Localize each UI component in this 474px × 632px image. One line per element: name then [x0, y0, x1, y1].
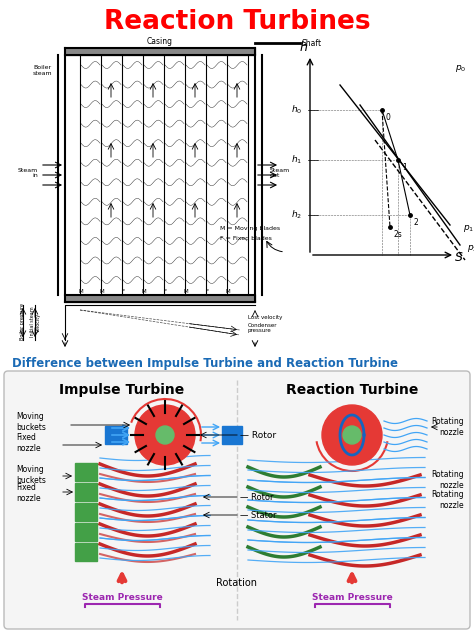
Text: F: F: [205, 289, 209, 294]
Text: Lost velocity: Lost velocity: [248, 315, 283, 320]
Text: M: M: [226, 289, 230, 294]
Text: Casing: Casing: [147, 37, 173, 47]
Text: $h_0$: $h_0$: [291, 104, 302, 116]
Text: 2s: 2s: [394, 230, 403, 239]
Text: F: F: [164, 289, 166, 294]
Circle shape: [322, 405, 382, 465]
Circle shape: [343, 426, 361, 444]
Bar: [75, 523, 97, 541]
Text: Reaction Turbines: Reaction Turbines: [104, 9, 370, 35]
Text: Moving
buckets: Moving buckets: [16, 412, 46, 432]
Text: Boiler pressure: Boiler pressure: [20, 303, 26, 341]
Text: 2: 2: [414, 218, 419, 227]
Text: 1: 1: [402, 163, 407, 172]
Bar: [65, 295, 255, 302]
Text: Condenser
pressure: Condenser pressure: [248, 322, 277, 334]
Text: Moving
buckets: Moving buckets: [16, 465, 46, 485]
Text: 0: 0: [386, 113, 391, 122]
Text: Impulse Turbine: Impulse Turbine: [59, 383, 185, 397]
Text: M = Moving blades: M = Moving blades: [220, 226, 280, 231]
Text: Reaction Turbine: Reaction Turbine: [286, 383, 418, 397]
Text: h: h: [300, 41, 308, 54]
Text: Steam Pressure: Steam Pressure: [82, 593, 163, 602]
Text: Rotating
nozzle: Rotating nozzle: [431, 417, 464, 437]
Text: — Rotor: — Rotor: [240, 492, 273, 502]
Text: Rotation: Rotation: [217, 578, 257, 588]
Text: S: S: [455, 251, 463, 264]
Text: Steam
in: Steam in: [18, 167, 38, 178]
Text: — Rotor: — Rotor: [240, 430, 276, 439]
Text: M: M: [79, 289, 83, 294]
Circle shape: [156, 426, 174, 444]
Bar: [75, 483, 97, 501]
Text: Steam
out: Steam out: [270, 167, 290, 178]
Bar: [75, 543, 97, 561]
Bar: [222, 426, 242, 444]
Bar: [75, 463, 97, 481]
Text: Rotating
nozzle: Rotating nozzle: [431, 490, 464, 509]
Bar: [65, 48, 255, 55]
Text: $p_2$: $p_2$: [467, 243, 474, 254]
Text: M: M: [142, 289, 146, 294]
Circle shape: [135, 405, 195, 465]
Text: $h_2$: $h_2$: [291, 209, 302, 221]
Bar: [105, 426, 127, 444]
Text: Fixed
nozzle: Fixed nozzle: [16, 434, 41, 453]
Text: Boiler
steam: Boiler steam: [32, 65, 52, 76]
Text: Steam Pressure: Steam Pressure: [311, 593, 392, 602]
Text: Rotating
nozzle: Rotating nozzle: [431, 470, 464, 490]
Text: Fixed
nozzle: Fixed nozzle: [16, 483, 41, 502]
Text: Difference between Impulse Turbine and Reaction Turbine: Difference between Impulse Turbine and R…: [12, 358, 398, 370]
Text: $h_1$: $h_1$: [291, 154, 302, 166]
Text: Shaft: Shaft: [302, 39, 322, 47]
Text: $p_0$: $p_0$: [455, 63, 466, 74]
Text: M: M: [100, 289, 104, 294]
Text: $p_1$: $p_1$: [463, 223, 474, 234]
Text: Initial steam
velocity: Initial steam velocity: [29, 307, 40, 337]
Text: — Stator: — Stator: [240, 511, 276, 520]
Bar: [75, 503, 97, 521]
Text: F: F: [121, 289, 125, 294]
FancyBboxPatch shape: [4, 371, 470, 629]
Text: M: M: [184, 289, 188, 294]
Text: F = Fixed blades: F = Fixed blades: [220, 236, 272, 241]
